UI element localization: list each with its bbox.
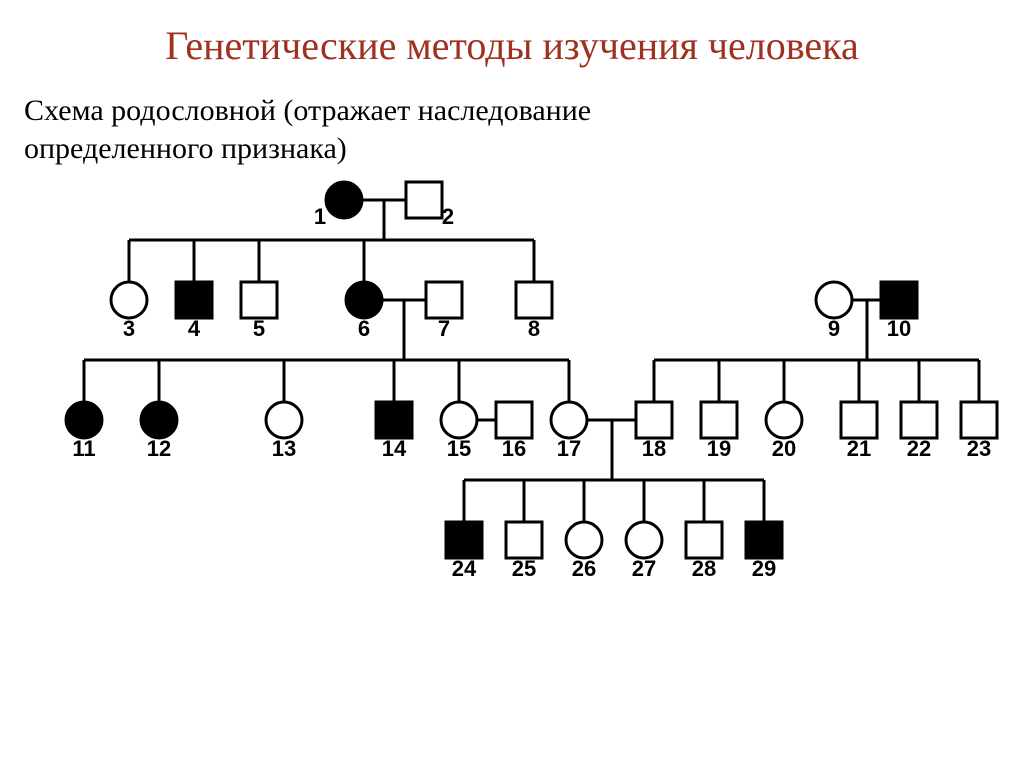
subtitle-line2: определенного признака): [24, 132, 347, 165]
node-label-22: 22: [907, 436, 931, 461]
pedigree-node-25: [506, 522, 542, 558]
node-label-10: 10: [887, 316, 911, 341]
node-label-24: 24: [452, 556, 477, 581]
node-label-5: 5: [253, 316, 265, 341]
node-label-15: 15: [447, 436, 471, 461]
node-label-4: 4: [188, 316, 201, 341]
node-label-13: 13: [272, 436, 296, 461]
subtitle: Схема родословной (отражает наследование…: [24, 92, 591, 167]
pedigree-node-26: [566, 522, 602, 558]
pedigree-node-6: [346, 282, 382, 318]
node-label-11: 11: [72, 436, 95, 461]
pedigree-node-12: [141, 402, 177, 438]
pedigree-node-9: [816, 282, 852, 318]
node-label-7: 7: [438, 316, 450, 341]
pedigree-node-28: [686, 522, 722, 558]
pedigree-node-20: [766, 402, 802, 438]
node-label-20: 20: [772, 436, 796, 461]
pedigree-node-14: [376, 402, 412, 438]
pedigree-node-5: [241, 282, 277, 318]
pedigree-node-29: [746, 522, 782, 558]
pedigree-node-16: [496, 402, 532, 438]
pedigree-node-8: [516, 282, 552, 318]
node-label-8: 8: [528, 316, 540, 341]
pedigree-node-4: [176, 282, 212, 318]
pedigree-node-1: [326, 182, 362, 218]
node-label-9: 9: [828, 316, 840, 341]
node-label-23: 23: [967, 436, 991, 461]
pedigree-node-23: [961, 402, 997, 438]
pedigree-chart: 1234567891011121314151617181920212223242…: [24, 170, 1004, 670]
node-label-3: 3: [123, 316, 135, 341]
title-text: Генетические методы изучения человека: [165, 23, 858, 68]
node-label-19: 19: [707, 436, 731, 461]
pedigree-node-11: [66, 402, 102, 438]
node-label-12: 12: [147, 436, 171, 461]
pedigree-node-22: [901, 402, 937, 438]
pedigree-node-15: [441, 402, 477, 438]
page-title: Генетические методы изучения человека: [0, 22, 1024, 69]
node-label-21: 21: [847, 436, 871, 461]
pedigree-node-10: [881, 282, 917, 318]
pedigree-node-3: [111, 282, 147, 318]
node-label-2: 2: [442, 204, 454, 229]
pedigree-node-24: [446, 522, 482, 558]
slide: Генетические методы изучения человека Сх…: [0, 0, 1024, 767]
node-label-29: 29: [752, 556, 776, 581]
pedigree-node-18: [636, 402, 672, 438]
pedigree-node-19: [701, 402, 737, 438]
node-label-16: 16: [502, 436, 526, 461]
node-label-28: 28: [692, 556, 716, 581]
node-label-17: 17: [557, 436, 581, 461]
node-label-18: 18: [642, 436, 666, 461]
pedigree-node-17: [551, 402, 587, 438]
node-label-6: 6: [358, 316, 370, 341]
node-label-1: 1: [314, 204, 326, 229]
node-label-25: 25: [512, 556, 536, 581]
subtitle-line1: Схема родословной (отражает наследование: [24, 94, 591, 127]
pedigree-node-7: [426, 282, 462, 318]
pedigree-node-2: [406, 182, 442, 218]
pedigree-node-27: [626, 522, 662, 558]
node-label-26: 26: [572, 556, 596, 581]
node-label-27: 27: [632, 556, 656, 581]
pedigree-node-13: [266, 402, 302, 438]
pedigree-node-21: [841, 402, 877, 438]
node-label-14: 14: [382, 436, 407, 461]
